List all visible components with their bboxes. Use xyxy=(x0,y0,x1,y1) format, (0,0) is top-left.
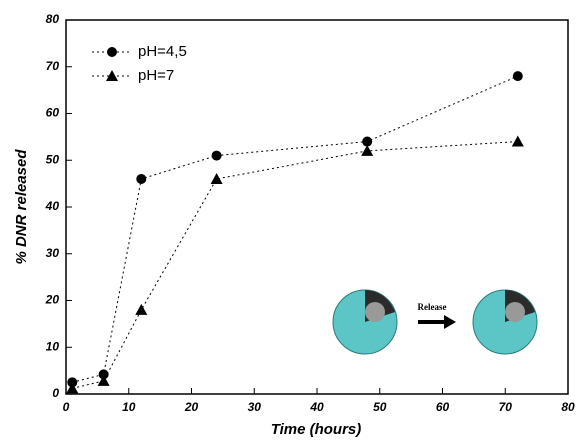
marker xyxy=(135,303,148,315)
core xyxy=(365,302,385,322)
marker xyxy=(512,71,523,82)
y-tick-label: 60 xyxy=(46,106,60,120)
x-tick-label: 20 xyxy=(184,400,199,414)
y-tick-label: 20 xyxy=(45,293,60,307)
legend-label: pH=4,5 xyxy=(138,43,187,60)
marker xyxy=(97,374,110,386)
annotation: Release xyxy=(418,302,447,312)
inset-illustration: Release xyxy=(332,289,538,355)
x-tick-label: 60 xyxy=(436,400,450,414)
legend-marker xyxy=(106,70,118,81)
marker xyxy=(136,173,147,184)
marker xyxy=(66,382,79,394)
x-tick-label: 0 xyxy=(63,400,70,414)
legend-marker xyxy=(107,47,117,57)
y-tick-label: 10 xyxy=(46,339,60,353)
marker xyxy=(67,377,78,388)
y-tick-label: 80 xyxy=(46,12,60,26)
x-tick-label: 70 xyxy=(499,400,513,414)
arrow-head xyxy=(444,315,456,329)
y-axis-label: % DNR released xyxy=(13,149,30,265)
y-tick-label: 40 xyxy=(45,199,60,213)
y-tick-label: 70 xyxy=(46,59,60,73)
x-tick-label: 10 xyxy=(122,400,136,414)
x-tick-label: 80 xyxy=(561,400,575,414)
core xyxy=(505,302,525,322)
x-tick-label: 30 xyxy=(248,400,262,414)
marker xyxy=(362,136,373,147)
marker xyxy=(211,150,222,161)
x-tick-label: 50 xyxy=(373,400,387,414)
y-tick-label: 30 xyxy=(46,246,60,260)
y-tick-label: 50 xyxy=(46,152,60,166)
series-line xyxy=(72,141,518,389)
marker xyxy=(511,135,524,147)
x-axis-label: Time (hours) xyxy=(271,421,362,438)
marker xyxy=(210,172,223,184)
x-tick-label: 40 xyxy=(309,400,324,414)
marker xyxy=(361,144,374,156)
legend-label: pH=7 xyxy=(138,67,174,84)
y-tick-label: 0 xyxy=(52,386,59,400)
series-line xyxy=(72,75,518,383)
